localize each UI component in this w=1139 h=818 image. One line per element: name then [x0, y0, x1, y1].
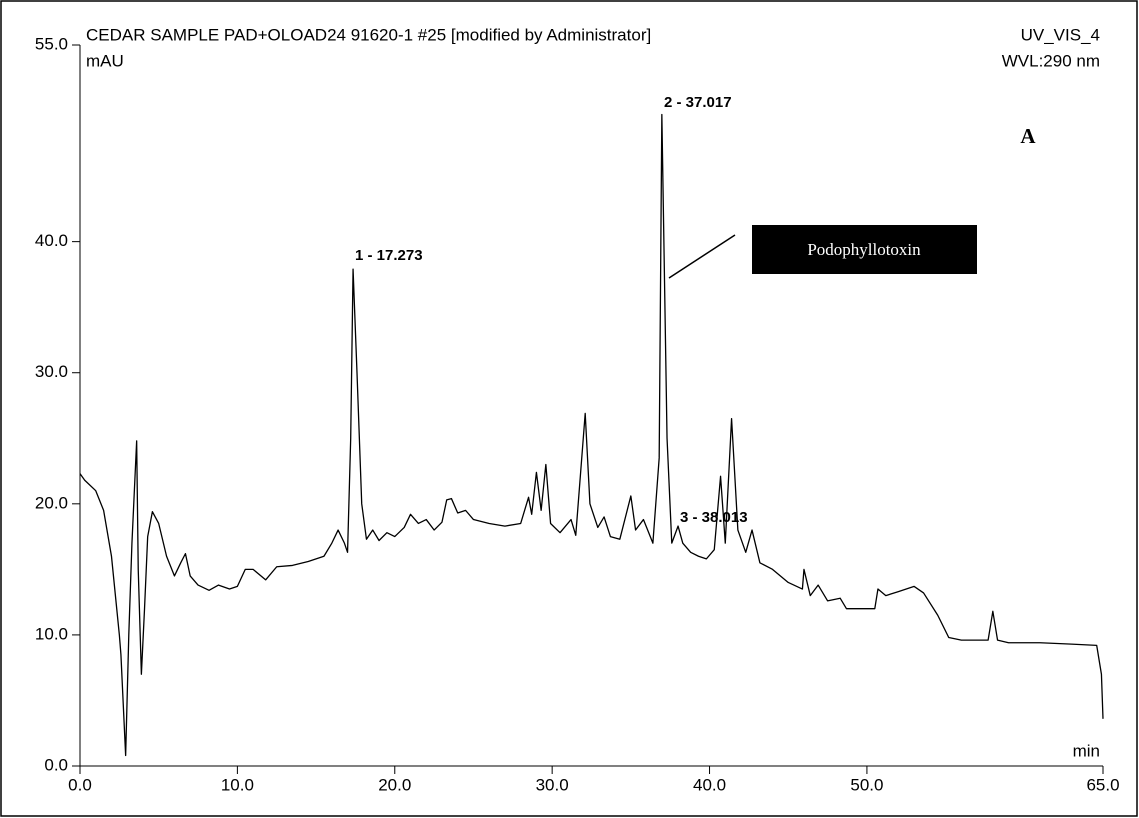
y-axis-label: mAU — [86, 51, 124, 70]
panel-label: A — [1020, 124, 1036, 148]
chart-title: CEDAR SAMPLE PAD+OLOAD24 91620-1 #25 [mo… — [86, 25, 651, 44]
channel: UV_VIS_4 — [1021, 25, 1100, 44]
x-tick-label: 20.0 — [378, 775, 411, 794]
y-tick-label: 40.0 — [35, 231, 68, 250]
x-tick-label: 40.0 — [693, 775, 726, 794]
callout-box — [752, 225, 977, 274]
x-tick-label: 0.0 — [68, 775, 92, 794]
x-tick-label: 65.0 — [1086, 775, 1119, 794]
y-tick-label: 20.0 — [35, 493, 68, 512]
x-tick-label: 30.0 — [536, 775, 569, 794]
y-tick-label: 10.0 — [35, 624, 68, 643]
y-tick-label: 30.0 — [35, 362, 68, 381]
wavelength: WVL:290 nm — [1002, 51, 1100, 70]
x-tick-label: 10.0 — [221, 775, 254, 794]
callout-text: Podophyllotoxin — [807, 240, 921, 259]
x-tick-label: 50.0 — [850, 775, 883, 794]
peak-label: 3 - 38.013 — [680, 509, 748, 526]
peak-label: 1 - 17.273 — [355, 247, 423, 264]
y-tick-label: 0.0 — [44, 755, 68, 774]
y-tick-label: 55.0 — [35, 34, 68, 53]
callout-line — [668, 234, 736, 279]
peak-label: 2 - 37.017 — [664, 94, 732, 111]
trace — [79, 113, 1104, 757]
x-axis-label: min — [1073, 741, 1100, 760]
